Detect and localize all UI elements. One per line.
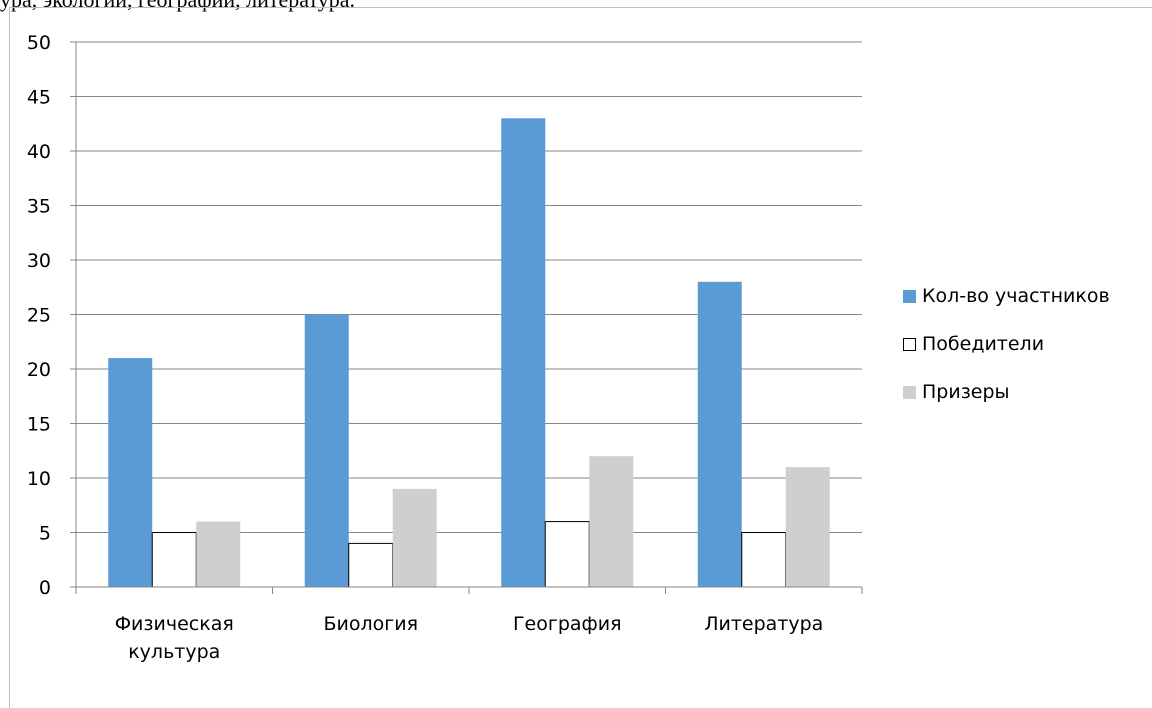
y-tick-label: 50 bbox=[27, 32, 51, 54]
x-tick-label: География bbox=[513, 613, 622, 635]
page-caption: ура, экологии, географии, литература. bbox=[0, 0, 355, 13]
chart-frame bbox=[9, 7, 1152, 708]
y-tick-label: 0 bbox=[39, 577, 51, 599]
x-tick-label: культура bbox=[128, 641, 220, 663]
y-tick-label: 45 bbox=[27, 87, 51, 109]
y-tick-label: 20 bbox=[27, 359, 51, 381]
legend-label-participants: Кол-во участников bbox=[922, 285, 1110, 307]
y-tick-label: 15 bbox=[27, 414, 51, 436]
y-tick-label: 35 bbox=[27, 196, 51, 218]
axes bbox=[70, 42, 863, 594]
x-tick-label: Биология bbox=[323, 613, 418, 635]
y-tick-label: 30 bbox=[27, 250, 51, 272]
bar-participants bbox=[501, 118, 546, 588]
bar-participants bbox=[108, 358, 153, 587]
legend-swatch-prizewinners bbox=[903, 385, 916, 399]
bar-winners bbox=[151, 532, 197, 588]
legend-label-winners: Победители bbox=[922, 333, 1045, 355]
y-tick-label: 25 bbox=[27, 305, 51, 327]
bar-prizewinners bbox=[589, 456, 634, 587]
y-tick-label: 40 bbox=[27, 141, 51, 163]
legend-swatch-participants bbox=[903, 289, 916, 303]
y-tick-label: 5 bbox=[39, 523, 51, 545]
bar-winners bbox=[348, 542, 394, 588]
x-tick-label: Физическая bbox=[115, 613, 234, 635]
legend-label-prizewinners: Призеры bbox=[922, 381, 1010, 403]
legend-item-winners: Победители bbox=[903, 333, 1110, 355]
legend-item-participants: Кол-во участников bbox=[903, 285, 1110, 307]
gridlines bbox=[70, 41, 862, 533]
x-tick-label: Литература bbox=[704, 613, 823, 635]
bar-participants bbox=[304, 314, 349, 587]
bar-prizewinners bbox=[196, 521, 241, 587]
tick-labels: 0 5 10 15 20 25 30 35 40 45 50 Физическая культура Би… bbox=[27, 32, 824, 663]
bar-winners bbox=[741, 532, 787, 588]
bar-participants bbox=[697, 281, 742, 587]
bar-prizewinners bbox=[785, 467, 830, 587]
legend-swatch-winners bbox=[903, 337, 916, 351]
y-tick-label: 10 bbox=[27, 468, 51, 490]
bar-prizewinners bbox=[392, 488, 437, 587]
bar-chart: 0 5 10 15 20 25 30 35 40 45 50 Физическая культура Би… bbox=[27, 32, 863, 663]
bars bbox=[108, 118, 830, 588]
legend-item-prizewinners: Призеры bbox=[903, 381, 1110, 403]
bar-winners bbox=[544, 521, 590, 588]
chart-legend: Кол-во участников Победители Призеры bbox=[903, 285, 1110, 429]
